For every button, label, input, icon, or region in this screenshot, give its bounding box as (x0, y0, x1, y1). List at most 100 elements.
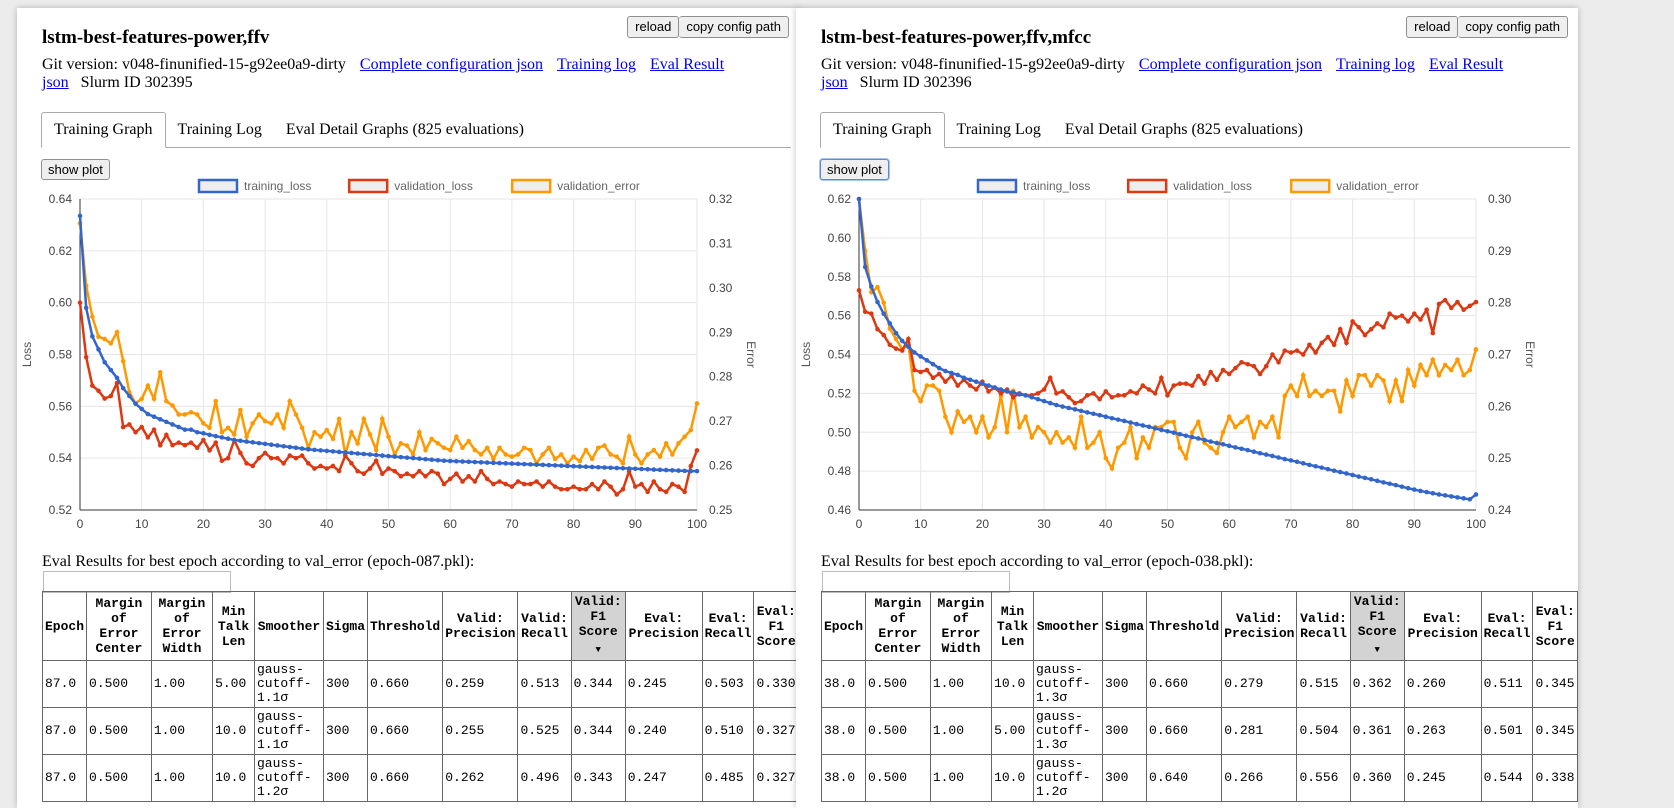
data-point (330, 463, 336, 469)
data-point (238, 407, 243, 413)
column-header[interactable]: Margin of Error Center (865, 591, 931, 661)
column-header[interactable]: Sigma (322, 591, 369, 661)
data-point (1282, 393, 1288, 399)
complete-config-json-link[interactable]: Complete configuration json (359, 56, 543, 73)
column-header[interactable]: Margin of Error Width (929, 591, 993, 661)
data-point (663, 441, 669, 446)
show-plot-button[interactable]: show plot (41, 159, 110, 180)
column-header[interactable]: Eval: Recall (1480, 591, 1534, 661)
results-filter-input[interactable] (822, 571, 1010, 593)
column-header[interactable]: Min Talk Len (212, 591, 255, 661)
tab-eval-detail-graphs[interactable]: Eval Detail Graphs (825 evaluations) (285, 121, 524, 138)
y-left-tick-label: 0.54 (828, 348, 852, 362)
x-tick-label: 100 (1466, 517, 1486, 528)
column-header[interactable]: Smoother (1032, 591, 1104, 661)
data-point (961, 375, 967, 381)
column-header[interactable]: Eval: Precision (624, 591, 703, 661)
column-header[interactable]: Eval: Recall (701, 591, 755, 661)
column-header[interactable]: Epoch (41, 591, 88, 661)
data-point (1294, 348, 1300, 353)
table-cell: 0.327 (753, 754, 799, 802)
data-point (1103, 455, 1109, 461)
eval-result-json-link[interactable]: Eval Result json (42, 56, 725, 91)
data-point (521, 461, 527, 467)
tab-eval-detail-graphs[interactable]: Eval Detail Graphs (825 evaluations) (1064, 121, 1303, 138)
data-point (491, 481, 496, 487)
data-point (1276, 455, 1281, 460)
column-header[interactable]: Min Talk Len (991, 591, 1034, 661)
column-header[interactable]: Valid: Precision (442, 591, 519, 661)
tab-training-log[interactable]: Training Log (177, 121, 262, 138)
column-header[interactable]: Sigma (1101, 591, 1148, 661)
data-point (429, 468, 434, 474)
column-header[interactable]: Epoch (820, 591, 867, 661)
data-point (694, 468, 700, 474)
data-point (1276, 359, 1281, 365)
show-plot-button[interactable]: show plot (820, 159, 889, 180)
eval-result-json-link[interactable]: Eval Result json (821, 56, 1504, 91)
column-header[interactable]: Valid: Precision (1221, 591, 1298, 661)
data-point (447, 447, 453, 453)
table-cell: 0.660 (1146, 707, 1223, 755)
data-point (670, 481, 675, 487)
copy-config-path-button[interactable]: copy config path (679, 16, 789, 38)
tab-training-graph[interactable]: Training Graph (41, 112, 166, 148)
data-point (589, 481, 595, 487)
data-point (1115, 445, 1121, 451)
column-header[interactable]: Margin of Error Width (150, 591, 214, 661)
data-point (1196, 436, 1201, 441)
legend-label: validation_error (557, 179, 640, 193)
data-point (645, 489, 650, 495)
tab-training-log[interactable]: Training Log (956, 121, 1041, 138)
data-point (1350, 393, 1355, 399)
data-point (1239, 359, 1244, 365)
column-header[interactable]: Valid: F1 Score ▼ (570, 591, 626, 661)
column-header[interactable]: Valid: Recall (517, 591, 572, 661)
data-point (417, 456, 422, 461)
column-header[interactable]: Eval: F1 Score (1532, 591, 1578, 661)
column-header[interactable]: Threshold (1146, 591, 1223, 661)
training-log-link[interactable]: Training log (1336, 56, 1415, 73)
tab-bar: Training Graph Training Log Eval Detail … (820, 111, 1570, 148)
data-point (973, 429, 979, 435)
data-point (1189, 383, 1195, 388)
column-header[interactable]: Valid: Recall (1296, 591, 1351, 661)
data-point (528, 462, 533, 467)
column-header[interactable]: Eval: Precision (1403, 591, 1482, 661)
copy-config-path-button[interactable]: copy config path (1458, 16, 1568, 38)
tab-training-graph[interactable]: Training Graph (820, 112, 945, 148)
data-point (1319, 340, 1325, 346)
results-filter-input[interactable] (43, 571, 231, 593)
data-point (657, 486, 663, 492)
data-point (157, 416, 163, 422)
data-point (491, 460, 496, 466)
data-point (1060, 440, 1065, 445)
table-cell: 0.510 (701, 707, 755, 755)
reload-button[interactable]: reload (1406, 16, 1459, 38)
data-point (1374, 321, 1380, 326)
data-point (305, 447, 311, 452)
column-header[interactable]: Valid: F1 Score ▼ (1349, 591, 1405, 661)
data-point (497, 479, 502, 484)
data-point (417, 429, 422, 435)
data-point (1091, 440, 1096, 445)
training-log-link[interactable]: Training log (557, 56, 636, 73)
data-point (460, 459, 465, 464)
data-point (663, 467, 669, 473)
data-point (583, 486, 589, 492)
reload-button[interactable]: reload (627, 16, 680, 38)
data-point (1146, 387, 1152, 392)
complete-config-json-link[interactable]: Complete configuration json (1138, 56, 1322, 73)
table-cell: 1.00 (150, 754, 214, 802)
data-point (1263, 424, 1269, 430)
column-header[interactable]: Smoother (253, 591, 325, 661)
table-cell: 0.660 (367, 707, 444, 755)
data-point (1270, 414, 1275, 419)
data-point (645, 467, 650, 472)
data-point (571, 463, 576, 469)
data-point (1430, 357, 1436, 362)
column-header[interactable]: Margin of Error Center (86, 591, 152, 661)
legend-swatch (976, 178, 1018, 194)
column-header[interactable]: Threshold (367, 591, 444, 661)
column-header[interactable]: Eval: F1 Score (753, 591, 799, 661)
